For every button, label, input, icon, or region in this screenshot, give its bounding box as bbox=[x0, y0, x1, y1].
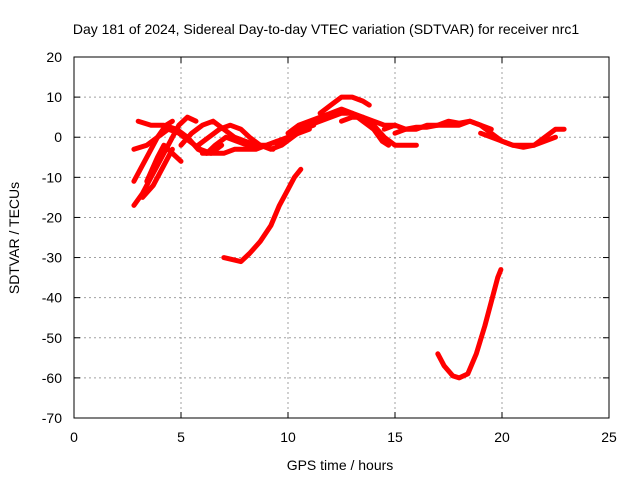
series-arc-j bbox=[221, 166, 304, 265]
axis-ticks: 0 5 10 15 20 25 -70 -60 -50 -40 -30 -20 -10 0 10 20 bbox=[42, 49, 617, 445]
y-axis-label: SDTVAR / TECUs bbox=[6, 182, 22, 294]
x-tick-label: 0 bbox=[70, 429, 78, 445]
y-tick-label: -20 bbox=[42, 209, 62, 225]
series-arc-n bbox=[339, 114, 419, 148]
y-tick-label: -40 bbox=[42, 290, 62, 306]
series-arc-l bbox=[285, 106, 392, 148]
x-tick-label: 10 bbox=[280, 429, 296, 445]
series-arc-m bbox=[317, 94, 372, 116]
series-arc-e bbox=[144, 142, 184, 184]
chart-title: Day 181 of 2024, Sidereal Day-to-day VTE… bbox=[73, 21, 579, 37]
grid-lines bbox=[74, 57, 609, 418]
y-tick-label: 0 bbox=[54, 129, 62, 145]
x-tick-label: 5 bbox=[177, 429, 185, 445]
y-tick-label: -70 bbox=[42, 410, 62, 426]
y-tick-label: 10 bbox=[46, 89, 62, 105]
y-tick-label: -30 bbox=[42, 250, 62, 266]
x-axis-label: GPS time / hours bbox=[287, 457, 394, 473]
series-arc-r bbox=[435, 267, 504, 381]
y-tick-label: -50 bbox=[42, 330, 62, 346]
y-tick-label: 20 bbox=[46, 49, 62, 65]
series-arc-q bbox=[478, 130, 558, 150]
series-arc-k bbox=[274, 110, 398, 148]
series-arc-f bbox=[140, 146, 175, 200]
data-series bbox=[131, 94, 567, 381]
x-tick-label: 15 bbox=[387, 429, 403, 445]
plot-frame bbox=[73, 56, 610, 419]
y-tick-label: -60 bbox=[42, 370, 62, 386]
series-arc-a bbox=[131, 114, 199, 208]
y-tick-label: -10 bbox=[42, 169, 62, 185]
x-tick-label: 20 bbox=[494, 429, 510, 445]
x-tick-label: 25 bbox=[601, 429, 617, 445]
